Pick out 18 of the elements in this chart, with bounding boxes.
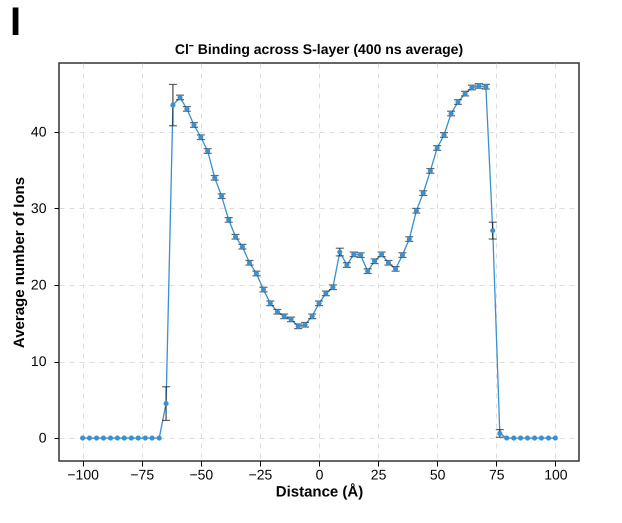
y-tick-label: 10 <box>30 353 47 369</box>
x-tick-label: −50 <box>189 466 214 482</box>
x-axis-title: Distance (Å) <box>276 482 364 500</box>
x-tick-label: 75 <box>488 466 505 482</box>
x-tick-label: −25 <box>248 466 272 482</box>
x-tick-label: −75 <box>130 466 154 482</box>
y-tick-label: 20 <box>30 276 47 292</box>
chart-title: Cl⁻ Binding across S-layer (400 ns average) <box>174 41 464 57</box>
x-tick-label: 25 <box>370 466 387 482</box>
y-tick-label: 40 <box>30 123 47 140</box>
x-tick-label: −100 <box>67 466 100 482</box>
y-tick-label: 30 <box>30 200 47 216</box>
x-tick-label: 100 <box>544 466 568 482</box>
y-tick-label: 0 <box>38 430 47 446</box>
y-axis-title: Average number of Ions <box>10 176 28 348</box>
x-tick-label: 0 <box>316 466 324 482</box>
text: I <box>10 0 22 44</box>
x-tick-label: 50 <box>430 466 446 482</box>
